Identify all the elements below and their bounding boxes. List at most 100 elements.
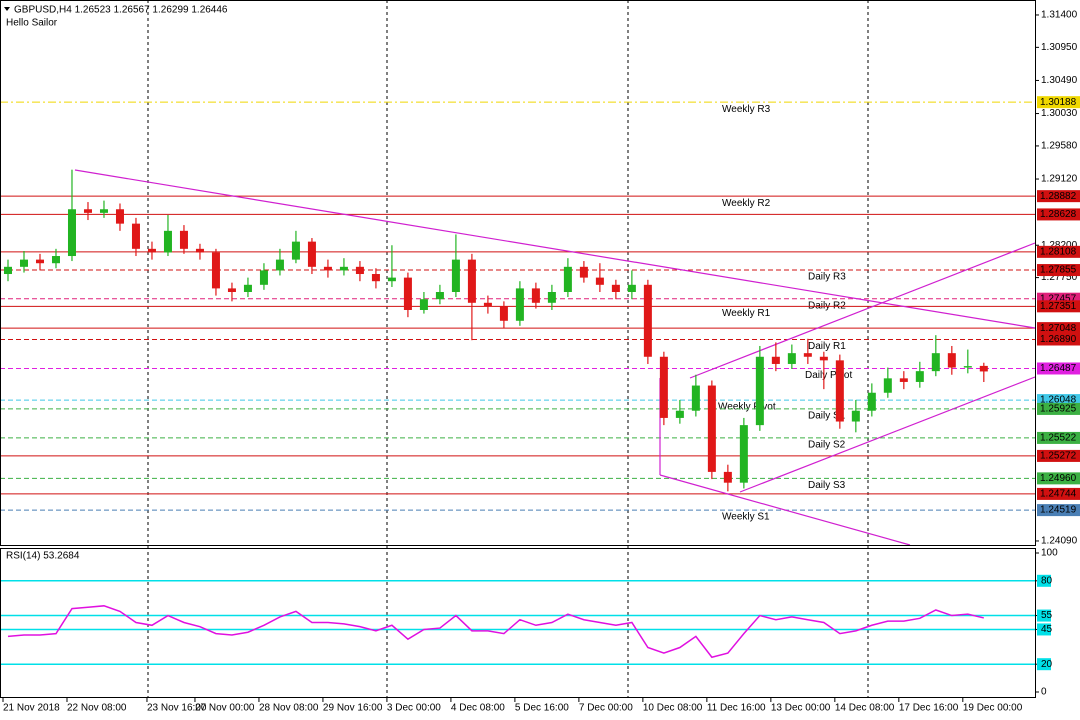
level-label: Daily R3 (808, 272, 846, 283)
candle-body (323, 266, 332, 271)
price-box (1037, 322, 1080, 335)
price-box (1037, 402, 1080, 415)
y-tick-label: 1.30030 (1041, 108, 1078, 119)
level-label: Daily S2 (808, 440, 846, 451)
y-tick-label: 1.29580 (1041, 141, 1078, 152)
candle-body (531, 288, 540, 303)
price-box (1037, 190, 1080, 203)
level-label: Daily R1 (808, 341, 846, 352)
candle-body (291, 241, 300, 260)
x-tick-label: 17 Dec 16:00 (899, 703, 959, 714)
candle-body (147, 248, 156, 253)
price-box-label: 1.26890 (1040, 334, 1077, 345)
candle-body (963, 366, 972, 368)
level-box (1037, 623, 1051, 636)
x-tick-label: 27 Nov 00:00 (195, 703, 255, 714)
level-label: Weekly R3 (722, 104, 771, 115)
candle-body (131, 223, 140, 249)
candle-body (403, 277, 412, 310)
x-tick-label: 22 Nov 08:00 (67, 703, 127, 714)
period-separators (147, 0, 869, 697)
price-box (1037, 208, 1080, 221)
candle-body (547, 292, 556, 303)
candle-body (771, 356, 780, 364)
price-box (1037, 96, 1080, 109)
candle-body (627, 284, 636, 293)
frame (0, 0, 1036, 698)
level-label: Weekly S1 (722, 512, 770, 523)
rsi-frame (0, 548, 1036, 698)
x-tick-label: 3 Dec 00:00 (387, 703, 441, 714)
y-tick-label: 0 (1041, 687, 1047, 698)
rsi-line (7, 605, 984, 659)
trendline (689, 242, 1036, 379)
candle-body (755, 356, 764, 426)
price-box (1037, 362, 1080, 375)
price-box-label: 1.28108 (1040, 246, 1077, 257)
candle-body (275, 259, 284, 271)
candle-body (931, 353, 940, 372)
level-box (1037, 609, 1051, 622)
candle-body (211, 252, 220, 289)
price-box (1037, 431, 1080, 444)
x-tick-label: 14 Dec 08:00 (835, 703, 895, 714)
candle-body (19, 259, 28, 267)
candle-body (115, 209, 124, 224)
x-tick-label: 11 Dec 16:00 (707, 703, 766, 714)
x-tick-label: 10 Dec 08:00 (643, 703, 703, 714)
x-tick-label: 7 Dec 00:00 (579, 703, 633, 714)
candle-body (883, 378, 892, 393)
price-box (1037, 472, 1080, 485)
y-tick-label: 1.27750 (1041, 272, 1078, 283)
x-tick-label: 13 Dec 00:00 (771, 703, 831, 714)
chart-title: GBPUSD,H4 1.26523 1.26567 1.26299 1.2644… (14, 5, 228, 16)
candle-body (739, 425, 748, 483)
candle-body (51, 256, 60, 264)
candle-body (691, 385, 700, 411)
candle-body (243, 284, 252, 293)
y-tick-label: 100 (1041, 548, 1058, 559)
candle-body (467, 259, 476, 303)
y-tick-label: 1.28200 (1041, 240, 1078, 251)
price-box-label: 1.25522 (1040, 433, 1077, 444)
candle-body (307, 241, 316, 267)
trendline (739, 376, 1036, 493)
candle-body (483, 302, 492, 307)
candle-body (579, 266, 588, 278)
y-tick-label: 1.31400 (1041, 10, 1078, 21)
y-tick-label: 1.29120 (1041, 174, 1078, 185)
price-box-label: 1.24960 (1040, 473, 1077, 484)
x-tick-label: 23 Nov 16:00 (147, 703, 207, 714)
level-box (1037, 658, 1051, 671)
price-box (1037, 504, 1080, 517)
price-box-label: 1.27048 (1040, 323, 1077, 334)
price-box-label: 1.27855 (1040, 265, 1077, 276)
candle-body (83, 209, 92, 213)
price-box (1037, 449, 1080, 462)
candle-body (371, 274, 380, 282)
level-label: Weekly R1 (722, 308, 771, 319)
candles (3, 169, 988, 492)
candle-body (339, 266, 348, 271)
candle-body (835, 360, 844, 422)
y-tick-label: 80 (1041, 575, 1053, 586)
price-box (1037, 333, 1080, 346)
level-label: Daily Pivot (805, 370, 852, 381)
level-box (1037, 574, 1051, 587)
trendline (659, 474, 911, 546)
candle-body (355, 266, 364, 275)
candle-body (867, 392, 876, 411)
price-box-label: 1.26048 (1040, 395, 1077, 406)
level-label: Weekly R2 (722, 198, 771, 209)
x-tick-label: 21 Nov 2018 (3, 703, 60, 714)
candle-body (179, 230, 188, 249)
menu-arrow[interactable] (4, 7, 10, 11)
candle-body (259, 270, 268, 285)
candle-body (787, 353, 796, 364)
candle-body (387, 277, 396, 282)
level-label: Daily S1 (808, 411, 846, 422)
candle-body (851, 410, 860, 422)
